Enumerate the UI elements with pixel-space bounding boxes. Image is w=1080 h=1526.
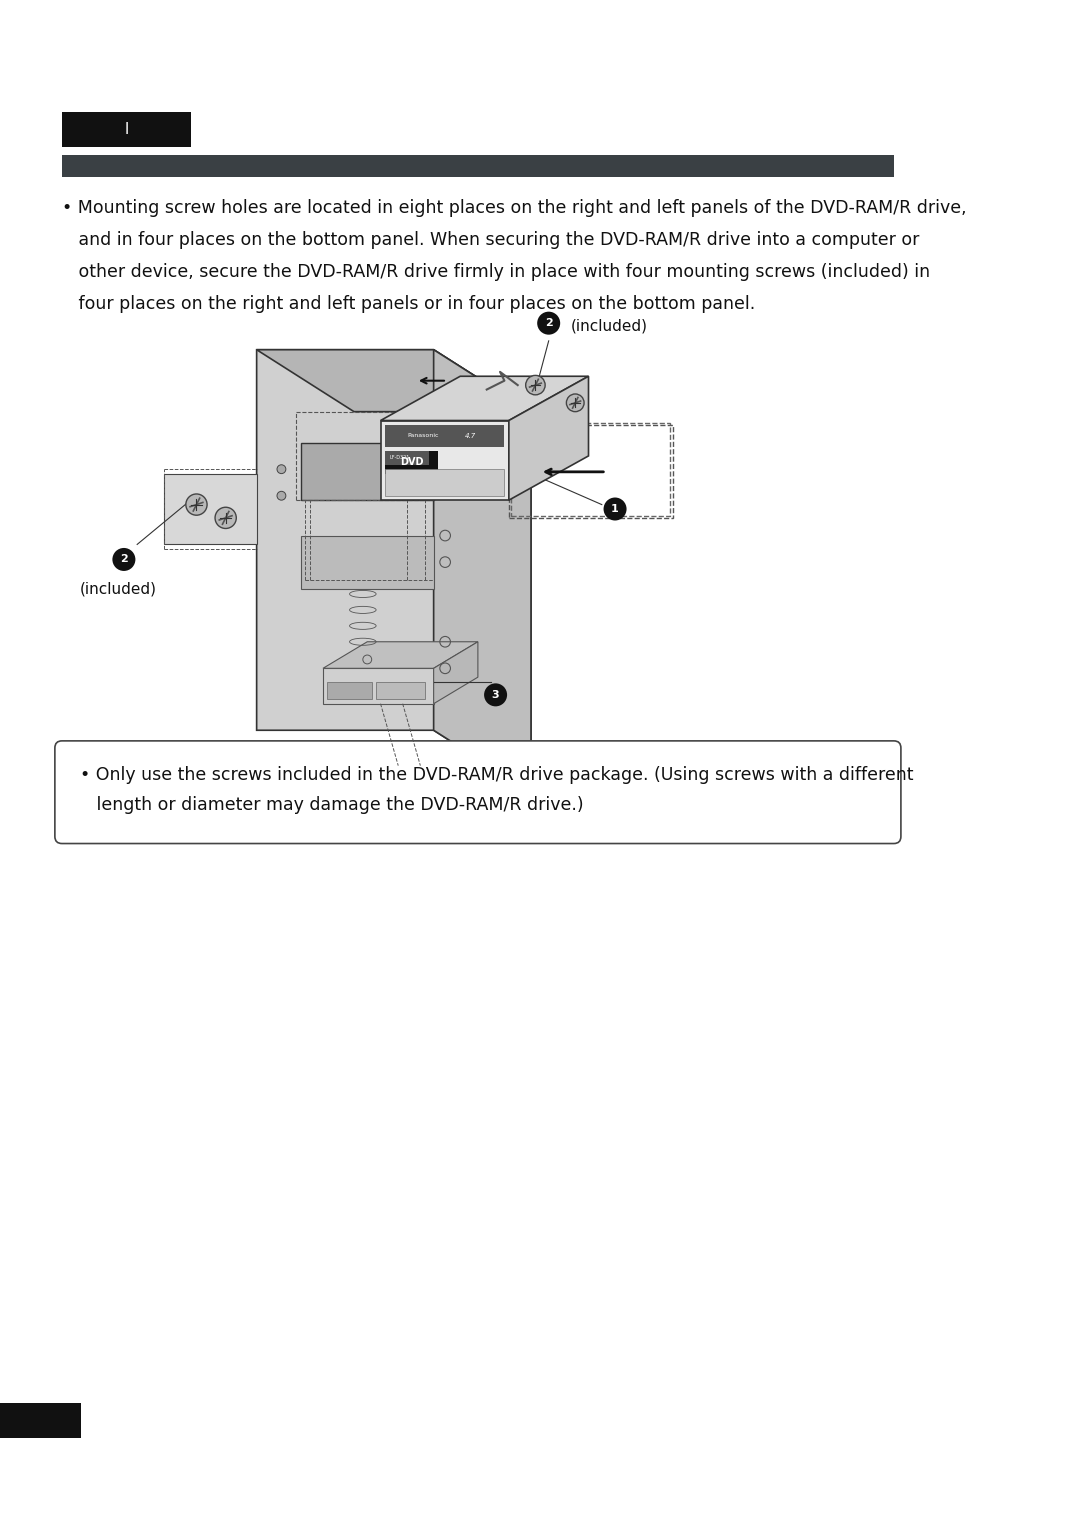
Polygon shape	[323, 668, 434, 703]
Polygon shape	[257, 349, 531, 412]
Text: (included): (included)	[571, 319, 648, 333]
Text: VQT9473: VQT9473	[19, 1416, 78, 1428]
Bar	[384, 468, 504, 496]
Bar	[63, 111, 191, 146]
Circle shape	[215, 507, 237, 528]
Bar	[301, 536, 434, 589]
Polygon shape	[434, 642, 477, 703]
Bar	[376, 682, 424, 699]
Text: 3: 3	[491, 690, 499, 700]
Circle shape	[471, 482, 476, 487]
Text: • Only use the screws included in the DVD-RAM/R drive package. (Using screws wit: • Only use the screws included in the DV…	[80, 766, 914, 784]
Circle shape	[276, 465, 286, 473]
Text: l: l	[124, 122, 129, 137]
Text: four places on the right and left panels or in four places on the bottom panel.: four places on the right and left panels…	[62, 295, 755, 313]
Text: (included): (included)	[80, 581, 157, 597]
Polygon shape	[380, 421, 509, 501]
Circle shape	[458, 482, 463, 487]
Circle shape	[566, 394, 584, 412]
Text: LF-D321: LF-D321	[390, 455, 409, 461]
Text: other device, secure the DVD-RAM/R drive firmly in place with four mounting scre: other device, secure the DVD-RAM/R drive…	[62, 262, 930, 281]
Circle shape	[484, 482, 489, 487]
Text: Panasonic: Panasonic	[407, 433, 438, 438]
Circle shape	[604, 497, 626, 520]
Bar	[301, 443, 434, 501]
Circle shape	[526, 375, 545, 395]
Circle shape	[186, 494, 207, 516]
Bar	[384, 424, 504, 447]
Circle shape	[498, 482, 502, 487]
Text: 2: 2	[120, 554, 127, 565]
Text: 1: 1	[611, 504, 619, 514]
Polygon shape	[380, 377, 589, 421]
Bar	[327, 682, 372, 699]
Text: 4.7: 4.7	[464, 432, 476, 438]
Polygon shape	[257, 349, 531, 792]
Bar	[63, 156, 893, 177]
Text: and in four places on the bottom panel. When securing the DVD-RAM/R drive into a: and in four places on the bottom panel. …	[62, 230, 919, 249]
Bar	[0, 1402, 81, 1437]
Bar	[384, 452, 429, 465]
Text: 2: 2	[544, 317, 553, 328]
Circle shape	[112, 548, 135, 571]
Bar	[384, 452, 438, 473]
Text: DVD: DVD	[400, 458, 423, 467]
Circle shape	[484, 684, 508, 707]
FancyBboxPatch shape	[55, 742, 901, 844]
Circle shape	[537, 311, 561, 334]
Polygon shape	[509, 377, 589, 501]
Polygon shape	[323, 642, 477, 668]
Circle shape	[276, 491, 286, 501]
Text: length or diameter may damage the DVD-RAM/R drive.): length or diameter may damage the DVD-RA…	[80, 795, 583, 813]
Polygon shape	[164, 473, 257, 545]
Text: • Mounting screw holes are located in eight places on the right and left panels : • Mounting screw holes are located in ei…	[62, 200, 967, 217]
Polygon shape	[434, 349, 531, 792]
